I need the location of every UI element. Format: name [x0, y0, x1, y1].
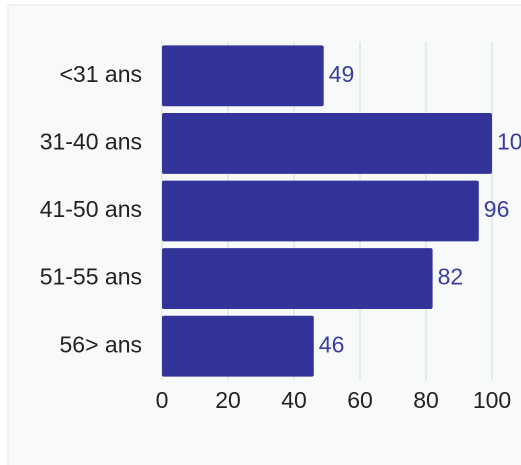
y-tick-label: 41-50 ans — [40, 196, 142, 222]
x-tick-label: 80 — [413, 387, 439, 413]
bar — [162, 112, 492, 174]
x-tick-label: 20 — [215, 387, 241, 413]
bar — [162, 315, 314, 377]
x-tick-label: 100 — [473, 387, 511, 413]
bar — [162, 248, 433, 310]
bar — [162, 45, 324, 107]
y-tick-label: 56> ans — [60, 331, 143, 357]
data-label: 100 — [497, 128, 521, 154]
y-tick-label: 31-40 ans — [40, 128, 142, 154]
bar — [162, 180, 479, 242]
y-tick-label: <31 ans — [60, 61, 143, 87]
data-label: 82 — [438, 264, 464, 290]
x-tick-label: 0 — [156, 387, 169, 413]
x-tick-label: 60 — [347, 387, 373, 413]
data-label: 46 — [319, 331, 345, 357]
data-label: 49 — [329, 61, 355, 87]
data-label: 96 — [484, 196, 510, 222]
y-tick-label: 51-55 ans — [40, 264, 142, 290]
x-tick-label: 40 — [281, 387, 307, 413]
